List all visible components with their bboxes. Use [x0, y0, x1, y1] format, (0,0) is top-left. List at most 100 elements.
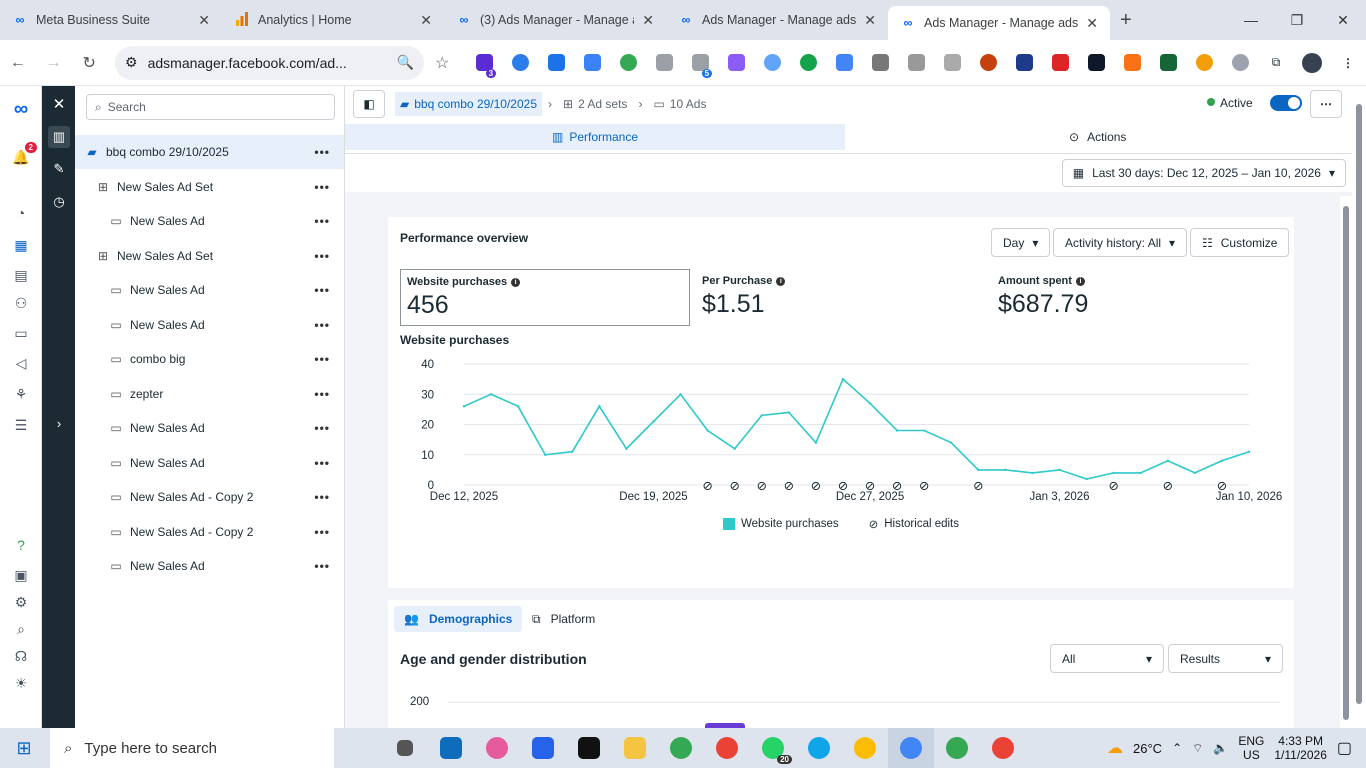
business-settings-icon[interactable]: ⚘: [14, 385, 28, 402]
tree-item-campaign[interactable]: ▰ bbq combo 29/10/2025 •••: [75, 135, 344, 169]
help-icon[interactable]: ?: [17, 537, 25, 553]
minimize-icon[interactable]: —: [1244, 12, 1258, 28]
forward-icon[interactable]: →: [45, 53, 62, 71]
extension-icon[interactable]: [1150, 48, 1186, 78]
extension-icon[interactable]: [1078, 48, 1114, 78]
expand-icon[interactable]: ›: [56, 415, 62, 431]
feedback-icon[interactable]: ☊: [14, 647, 28, 664]
meta-logo-icon[interactable]: ∞: [13, 97, 29, 120]
more-options-icon[interactable]: •••: [314, 248, 330, 263]
extension-icon[interactable]: [1114, 48, 1150, 78]
catalog-icon[interactable]: ▤: [14, 266, 28, 283]
tab-demographics[interactable]: 👥 Demographics: [394, 606, 523, 632]
back-icon[interactable]: ←: [9, 53, 26, 71]
scroll-thumb[interactable]: [1356, 104, 1362, 704]
more-options-icon[interactable]: •••: [314, 214, 330, 228]
legend-item[interactable]: Website purchases: [723, 518, 839, 530]
more-options-icon[interactable]: •••: [314, 317, 330, 332]
file-explorer-icon[interactable]: [612, 728, 658, 768]
restore-icon[interactable]: ❐: [1290, 11, 1304, 28]
extension-icon[interactable]: [826, 48, 862, 78]
chrome-icon[interactable]: [704, 728, 750, 768]
taskbar-search[interactable]: ⌕ Type here to search: [50, 728, 334, 768]
chrome-icon[interactable]: [980, 728, 1026, 768]
more-options-icon[interactable]: •••: [314, 455, 330, 470]
extension-icon[interactable]: [610, 48, 646, 78]
active-toggle[interactable]: [1270, 95, 1302, 111]
extension-icon[interactable]: [934, 48, 970, 78]
volume-icon[interactable]: 🔈: [1213, 741, 1229, 755]
puzzle-icon[interactable]: ⧉: [1271, 55, 1281, 69]
browser-tab-2[interactable]: Analytics | Home ✕: [222, 0, 444, 40]
megaphone-icon[interactable]: ◁: [15, 354, 27, 371]
extension-icon[interactable]: [1042, 48, 1078, 78]
more-options-icon[interactable]: •••: [314, 559, 330, 573]
chrome-icon[interactable]: [888, 728, 934, 768]
more-options-button[interactable]: ⋯: [1310, 90, 1342, 118]
chrome-icon[interactable]: [658, 728, 704, 768]
task-view-icon[interactable]: [382, 728, 428, 768]
menu-kebab-icon[interactable]: ⋮: [1342, 55, 1355, 70]
audience-icon[interactable]: ⚇: [14, 294, 28, 311]
gender-filter-dropdown[interactable]: All ▾: [1050, 644, 1164, 673]
bug-icon[interactable]: ☀: [14, 674, 28, 691]
extension-icon[interactable]: [790, 48, 826, 78]
more-options-icon[interactable]: •••: [314, 421, 330, 435]
toggle-panel-button[interactable]: ◧: [353, 90, 385, 118]
content-scrollbar[interactable]: [1340, 196, 1352, 728]
capcut-icon[interactable]: [566, 728, 612, 768]
gauge-icon[interactable]: ◔: [16, 205, 26, 221]
extension-icon[interactable]: [1006, 48, 1042, 78]
more-options-icon[interactable]: •••: [314, 490, 330, 504]
search-icon[interactable]: ⌕: [17, 620, 25, 637]
more-options-icon[interactable]: •••: [314, 352, 330, 366]
crumb-adsets[interactable]: ⊞ 2 Ad sets: [558, 92, 632, 116]
extension-icon[interactable]: [1186, 48, 1222, 78]
legend-item[interactable]: ⊘ Historical edits: [869, 517, 959, 531]
extension-icon[interactable]: [574, 48, 610, 78]
date-range-picker[interactable]: ▦ Last 30 days: Dec 12, 2025 – Jan 10, 20…: [1061, 159, 1346, 187]
activity-history-dropdown[interactable]: Activity history: All ▾: [1053, 228, 1188, 257]
browser-tab-1[interactable]: ∞ Meta Business Suite ✕: [0, 0, 222, 40]
chrome-icon[interactable]: [842, 728, 888, 768]
scroll-thumb[interactable]: [1343, 206, 1349, 720]
tab-performance[interactable]: ▥ Performance: [345, 124, 845, 150]
browser-tab-5[interactable]: ∞ Ads Manager - Manage ads ✕: [888, 6, 1110, 40]
tree-item-ad[interactable]: ▭ zepter •••: [75, 377, 344, 411]
site-info-icon[interactable]: ⚙: [125, 54, 138, 70]
close-window-icon[interactable]: ✕: [1337, 11, 1349, 28]
close-tab-icon[interactable]: ✕: [420, 11, 432, 28]
crumb-ads[interactable]: ▭ 10 Ads: [648, 92, 711, 116]
copilot-icon[interactable]: [474, 728, 520, 768]
more-options-icon[interactable]: •••: [314, 524, 330, 539]
extension-icon[interactable]: [898, 48, 934, 78]
bell-icon[interactable]: 🔔 2: [10, 142, 37, 168]
tree-item-ad[interactable]: ▭ New Sales Ad - Copy 2 •••: [75, 515, 344, 549]
close-icon[interactable]: ✕: [52, 96, 66, 113]
granularity-dropdown[interactable]: Day ▾: [991, 228, 1051, 257]
page-scrollbar[interactable]: [1352, 86, 1366, 728]
extension-icon[interactable]: [718, 48, 754, 78]
close-tab-icon[interactable]: ✕: [198, 11, 210, 28]
more-options-icon[interactable]: •••: [314, 386, 330, 401]
address-bar[interactable]: ⚙ adsmanager.facebook.com/ad... 🔍: [115, 45, 425, 80]
extension-icon[interactable]: [862, 48, 898, 78]
extension-icon[interactable]: 5: [682, 48, 718, 78]
pencil-icon[interactable]: ✎: [53, 161, 65, 176]
tree-item-ad[interactable]: ▭ combo big •••: [75, 342, 344, 376]
tree-item-ad[interactable]: ▭ New Sales Ad •••: [75, 273, 344, 307]
tree-item-ad[interactable]: ▭ New Sales Ad - Copy 2 •••: [75, 480, 344, 514]
more-options-icon[interactable]: •••: [314, 145, 330, 159]
browser-tab-4[interactable]: ∞ Ads Manager - Manage ads ✕: [666, 0, 888, 40]
table-icon[interactable]: ▦: [14, 236, 28, 253]
kpi-website-purchases[interactable]: Website purchases i 456: [400, 269, 690, 326]
weather-temp[interactable]: 26°C: [1133, 740, 1163, 756]
notifications-icon[interactable]: ▢: [1336, 740, 1352, 757]
whatsapp-icon[interactable]: 20: [750, 728, 796, 768]
more-options-icon[interactable]: •••: [314, 179, 330, 194]
chrome-icon[interactable]: [934, 728, 980, 768]
all-tools-icon[interactable]: ☰: [14, 416, 28, 433]
tree-item-ad[interactable]: ▭ New Sales Ad •••: [75, 204, 344, 238]
extension-icon[interactable]: [970, 48, 1006, 78]
edge-icon[interactable]: [796, 728, 842, 768]
